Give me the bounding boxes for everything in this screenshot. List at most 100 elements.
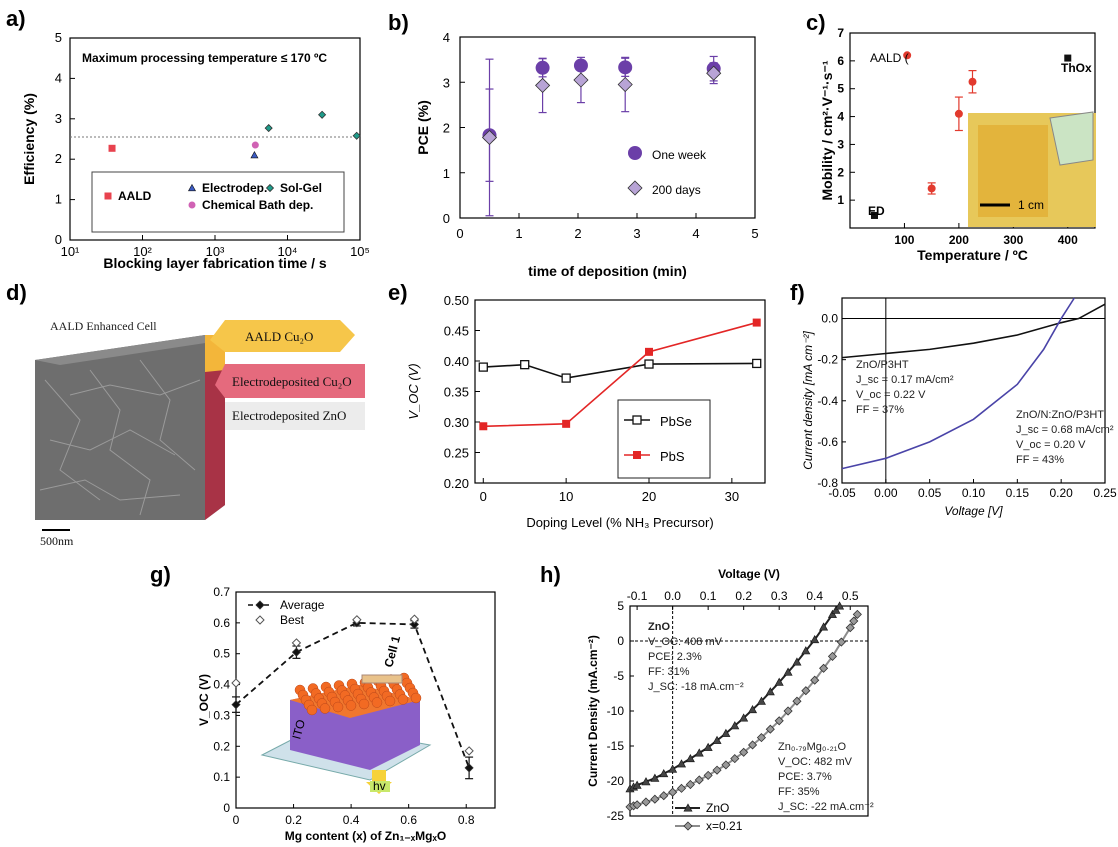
y-tick-label: 0.4 xyxy=(213,678,230,692)
data-point xyxy=(535,60,550,75)
annotation-zno: PCE: 2.3% xyxy=(648,651,702,663)
annotation-zno: J_sc = 0.17 mA/cm² xyxy=(856,374,954,386)
y-axis-label: V_OC (V) xyxy=(406,363,421,419)
y-tick-label: 0 xyxy=(223,801,230,815)
data-point xyxy=(739,713,749,722)
data-point xyxy=(562,419,571,428)
layer-label-cu2o: Electrodeposited Cu₂O xyxy=(232,374,352,389)
data-point xyxy=(231,678,241,688)
legend-label: Chemical Bath dep. xyxy=(202,198,313,212)
x-axis-label: Doping Level (% NH₃ Precursor) xyxy=(526,515,713,530)
y-tick-label: 1 xyxy=(837,193,844,207)
y-tick-label: 4 xyxy=(443,30,450,45)
annotation-zno: ZnO xyxy=(648,621,670,633)
x-tick-label: 0.05 xyxy=(918,486,942,500)
data-point xyxy=(251,141,259,149)
data-point xyxy=(810,634,820,644)
y-tick-label: 0.25 xyxy=(444,446,469,461)
legend-label: Electrodep. xyxy=(202,181,267,195)
x-tick-label: 1 xyxy=(515,226,522,241)
data-point xyxy=(730,721,740,730)
data-point xyxy=(774,677,784,686)
data-point xyxy=(618,60,633,75)
x-tick-label: 0.4 xyxy=(806,589,823,603)
x-tick-label: 0.0 xyxy=(664,589,681,603)
legend-marker xyxy=(628,146,642,160)
series-line xyxy=(841,297,1075,470)
annotation-nzno: V_oc = 0.20 V xyxy=(1016,439,1086,451)
x-axis-label: Voltage [V] xyxy=(944,504,1003,518)
y-tick-label: 0.0 xyxy=(821,312,838,326)
x-tick-label: 10⁴ xyxy=(277,244,297,259)
data-point xyxy=(703,770,713,780)
x-tick-label: 0.20 xyxy=(1049,486,1073,500)
y-tick-label: 4 xyxy=(837,110,844,124)
data-point xyxy=(694,748,704,757)
x-tick-label: 5 xyxy=(751,226,758,241)
data-point xyxy=(650,794,660,804)
panel-h-letter: h) xyxy=(540,562,561,587)
data-point xyxy=(730,754,740,764)
data-point xyxy=(409,614,420,624)
x-tick-label: 20 xyxy=(642,489,656,504)
data-point xyxy=(291,647,301,657)
data-point xyxy=(291,638,302,648)
data-point xyxy=(871,211,878,219)
annotation-ed: ED xyxy=(868,204,885,218)
panel-d-letter: d) xyxy=(6,280,27,305)
y-tick-label: 1 xyxy=(55,192,62,207)
x-axis-label: Mg content (x) of Zn₁₋ₓMgₓO xyxy=(285,829,446,843)
chart-c: 100 200 300 400 1 2 3 4 5 6 7 Temperature / ºC Mobil… xyxy=(819,26,1096,263)
legend-marker xyxy=(265,183,275,193)
data-point xyxy=(520,360,530,370)
chart-f: -0.05 0.00 0.05 0.10 0.15 0.20 0.25 0.0 -0.2 -0.4… xyxy=(801,297,1117,518)
x-axis-label: Voltage (V) xyxy=(718,567,780,581)
y-tick-label: 0.30 xyxy=(444,415,469,430)
data-point xyxy=(774,716,784,726)
layer-electrodeposited-cu2o xyxy=(215,364,365,398)
legend-marker xyxy=(104,192,112,200)
data-point xyxy=(954,109,963,118)
annotation-nzno: J_sc = 0.68 mA/cm² xyxy=(1016,424,1114,436)
y-tick-label: 3 xyxy=(55,111,62,126)
legend-marker xyxy=(683,821,693,831)
layer-aald-cu2o xyxy=(210,320,355,352)
data-point xyxy=(464,746,474,756)
data-point xyxy=(831,605,841,614)
chart-h: -0.1 0.0 0.1 0.2 0.3 0.4 0.5 5 0 -5 -10 -15 -20 -25 Vo… xyxy=(586,567,874,833)
data-point xyxy=(765,687,775,696)
data-point xyxy=(479,422,488,431)
series-line xyxy=(841,303,1106,359)
x-axis-label: Blocking layer fabrication time / s xyxy=(103,255,327,271)
x-tick-label: 200 xyxy=(949,233,969,247)
data-point xyxy=(712,735,722,744)
legend-label: Sol-Gel xyxy=(280,181,322,195)
x-tick-label: 0.4 xyxy=(343,813,360,827)
y-tick-label: -5 xyxy=(613,669,624,683)
data-point xyxy=(685,779,695,790)
chart-e: 0 10 20 30 0.20 0.25 0.30 0.35 0.40 0.45 0.50 Dopin… xyxy=(406,293,766,530)
scale-bar-label: 500nm xyxy=(40,534,74,548)
data-point xyxy=(783,706,793,716)
y-tick-label: 0.5 xyxy=(213,647,230,661)
legend-marker xyxy=(683,803,693,812)
y-axis-label: Mobility / cm²·V⁻¹·s⁻¹ xyxy=(819,60,835,200)
data-point xyxy=(464,763,474,773)
y-tick-label: 3 xyxy=(837,137,844,151)
annotation-zno: FF = 37% xyxy=(856,404,904,416)
x-tick-label: 10 xyxy=(559,489,573,504)
sem-texture xyxy=(39,359,201,516)
chart-title: Maximum processing temperature ≤ 170 ºC xyxy=(82,51,327,65)
y-tick-label: 5 xyxy=(617,599,624,613)
y-tick-label: 0.2 xyxy=(213,739,230,753)
data-point xyxy=(481,129,498,146)
annotation-nzno: FF = 43% xyxy=(1016,454,1064,466)
data-point xyxy=(676,783,687,793)
data-point xyxy=(801,646,811,655)
x-tick-label: 0.00 xyxy=(874,486,898,500)
x-tick-label: 0.10 xyxy=(962,486,986,500)
panel-d-diagram: AALD Enhanced Cell AALD Cu₂O Electrodepo… xyxy=(35,319,365,548)
data-point xyxy=(827,609,837,618)
data-point xyxy=(617,76,633,93)
panel-e-letter: e) xyxy=(388,280,408,305)
